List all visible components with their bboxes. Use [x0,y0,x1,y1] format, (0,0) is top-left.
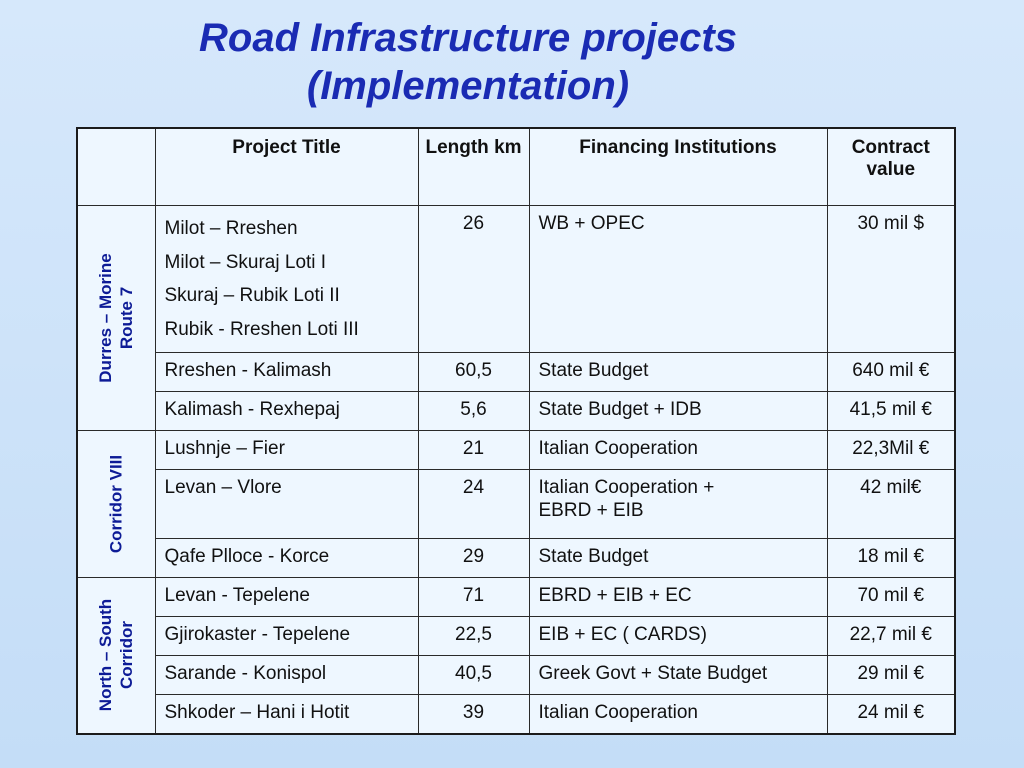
table-row: Sarande - Konispol 40,5 Greek Govt + Sta… [77,655,956,695]
financing-cell: State Budget [528,538,828,578]
table-row: Qafe Plloce - Korce 29 State Budget 18 m… [77,538,956,578]
financing-cell: Italian Cooperation + EBRD + EIB [528,469,828,539]
group-north-south-corridor: North – South Corridor [76,577,156,734]
financing-cell: EBRD + EIB + EC [528,577,828,617]
financing-cell: Greek Govt + State Budget [528,655,828,695]
financing-cell: State Budget [528,352,828,392]
page-title: Road Infrastructure projects (Implementa… [0,14,936,110]
length-cell: 21 [417,430,530,470]
table-row: North – South Corridor Levan - Tepelene … [76,577,956,734]
project-title-cell: Milot – Rreshen Milot – Skuraj Loti I Sk… [154,205,419,353]
length-cell: 5,6 [417,391,530,431]
header-row: Project Title Length km Financing Instit… [76,127,956,206]
project-title-cell: Levan - Tepelene [154,577,419,617]
length-cell: 24 [417,469,530,539]
length-cell: 71 [417,577,530,617]
project-title-cell: Sarande - Konispol [154,655,419,695]
table-row: Rreshen - Kalimash 60,5 State Budget 640… [77,352,956,392]
table-row: Levan – Vlore 24 Italian Cooperation + E… [77,469,956,539]
contract-value-cell: 42 mil€ [826,469,956,539]
header-financing: Financing Institutions [528,127,828,206]
length-cell: 60,5 [417,352,530,392]
project-title-cell: Shkoder – Hani i Hotit [154,694,419,734]
length-cell: 39 [417,694,530,734]
length-cell: 29 [417,538,530,578]
contract-value-cell: 41,5 mil € [826,391,956,431]
table-row: Durres – Morine Route 7 Milot – Rreshen … [76,205,956,431]
contract-value-cell: 18 mil € [826,538,956,578]
group-durres-morine: Durres – Morine Route 7 [76,205,156,431]
project-title-cell: Gjirokaster - Tepelene [154,616,419,656]
project-title-cell: Lushnje – Fier [154,430,419,470]
table-row: Gjirokaster - Tepelene 22,5 EIB + EC ( C… [77,616,956,656]
contract-value-cell: 22,7 mil € [826,616,956,656]
project-title-cell: Rreshen - Kalimash [154,352,419,392]
financing-cell: WB + OPEC [528,205,828,353]
financing-cell: State Budget + IDB [528,391,828,431]
table-row: Corridor VIII Lushnje – Fier 21 Italian … [76,430,956,578]
project-title-cell: Qafe Plloce - Korce [154,538,419,578]
length-cell: 22,5 [417,616,530,656]
header-contract-value: Contract value [826,127,956,206]
contract-value-cell: 30 mil $ [826,205,956,353]
header-project-title: Project Title [154,127,419,206]
title-line-2: (Implementation) [306,64,630,108]
contract-value-cell: 29 mil € [826,655,956,695]
length-cell: 40,5 [417,655,530,695]
group-label: Corridor VIII [106,454,126,554]
project-title-cell: Kalimash - Rexhepaj [154,391,419,431]
length-cell: 26 [417,205,530,353]
financing-cell: Italian Cooperation [528,694,828,734]
table-row: Kalimash - Rexhepaj 5,6 State Budget + I… [77,391,956,431]
project-title-cell: Levan – Vlore [154,469,419,539]
header-length: Length km [417,127,530,206]
group-corridor-viii: Corridor VIII [76,430,156,578]
group-label: North – South Corridor [96,599,137,712]
contract-value-cell: 640 mil € [826,352,956,392]
contract-value-cell: 24 mil € [826,694,956,734]
table-row: Shkoder – Hani i Hotit 39 Italian Cooper… [77,694,956,734]
financing-cell: EIB + EC ( CARDS) [528,616,828,656]
financing-cell: Italian Cooperation [528,430,828,470]
projects-table: Project Title Length km Financing Instit… [76,127,956,735]
title-line-1: Road Infrastructure projects [199,16,737,60]
contract-value-cell: 22,3Mil € [826,430,956,470]
group-label: Durres – Morine Route 7 [96,253,137,383]
contract-value-cell: 70 mil € [826,577,956,617]
header-group [76,127,156,206]
